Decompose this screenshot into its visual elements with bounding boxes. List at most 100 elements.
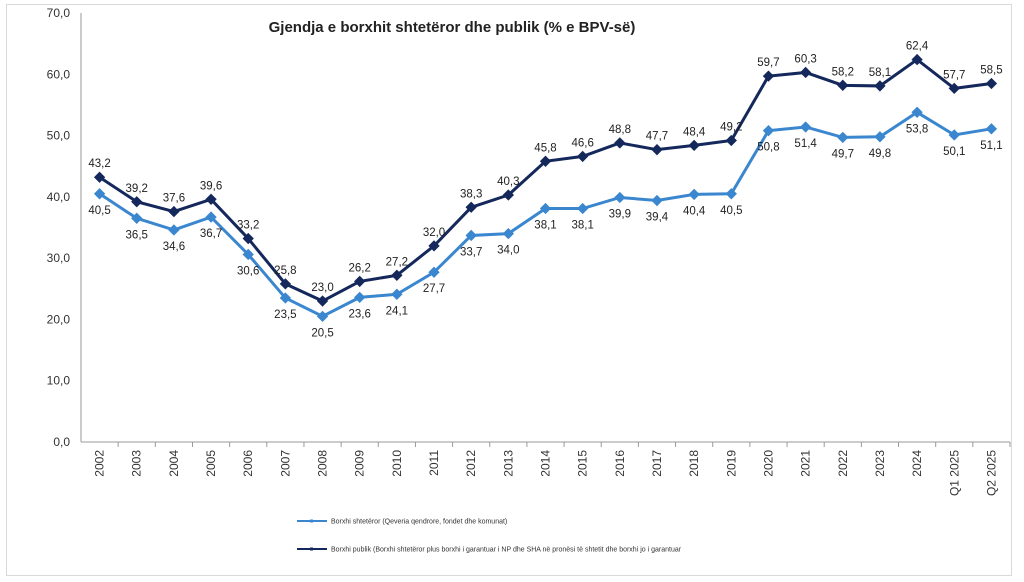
data-label: 39,6 <box>200 180 222 192</box>
data-label: 23,5 <box>274 309 296 321</box>
data-point <box>577 202 589 215</box>
data-label: 25,8 <box>274 265 296 277</box>
data-label: 34,0 <box>497 245 519 257</box>
data-point <box>651 144 663 156</box>
x-tick-label: 2016 <box>613 450 627 477</box>
data-label: 38,3 <box>460 188 482 200</box>
data-label: 40,5 <box>720 205 742 217</box>
data-point <box>242 232 254 245</box>
data-label: 45,8 <box>534 142 556 154</box>
data-point <box>837 131 849 144</box>
data-point <box>874 131 886 143</box>
data-point <box>985 123 998 135</box>
data-label: 46,6 <box>571 137 593 149</box>
data-point <box>465 201 477 213</box>
data-point <box>168 224 180 236</box>
data-point <box>762 125 775 137</box>
data-label: 24,1 <box>386 305 408 317</box>
data-point <box>316 310 329 323</box>
data-label: 32,0 <box>423 227 445 239</box>
data-point <box>391 288 403 300</box>
y-tick-label: 10,0 <box>47 374 71 388</box>
data-label: 50,8 <box>757 142 779 154</box>
y-tick-label: 60,0 <box>47 67 71 81</box>
data-label: 23,0 <box>311 282 333 294</box>
legend-marker <box>310 547 313 551</box>
data-point <box>279 292 292 304</box>
y-tick-label: 70,0 <box>47 6 71 20</box>
data-point <box>391 269 403 281</box>
data-point <box>539 202 552 215</box>
data-point <box>539 155 552 167</box>
x-tick-label: 2007 <box>278 450 292 477</box>
data-label: 60,3 <box>794 53 816 65</box>
data-point <box>131 196 143 208</box>
data-label: 20,5 <box>311 327 333 339</box>
data-point <box>577 150 589 163</box>
data-label: 39,4 <box>646 212 669 224</box>
data-point <box>614 191 626 204</box>
data-label: 36,5 <box>126 229 148 241</box>
data-label: 30,6 <box>237 265 259 277</box>
x-tick-label: 2005 <box>204 450 218 477</box>
data-label: 49,8 <box>869 148 891 160</box>
data-point <box>168 205 180 218</box>
x-tick-label: 2013 <box>501 450 515 477</box>
x-tick-label: 2023 <box>873 450 887 477</box>
data-point <box>205 193 217 205</box>
data-label: 43,2 <box>88 158 110 170</box>
x-tick-label: 2010 <box>390 450 404 477</box>
x-tick-label: 2019 <box>724 450 738 477</box>
data-point <box>725 134 737 147</box>
data-label: 49,2 <box>720 121 742 133</box>
data-label: 38,1 <box>571 220 593 232</box>
data-label: 49,7 <box>832 148 854 160</box>
data-label: 39,9 <box>609 208 631 220</box>
data-label: 62,4 <box>906 41 929 53</box>
x-tick-label: 2012 <box>464 450 478 477</box>
data-label: 58,2 <box>832 66 854 78</box>
data-label: 37,6 <box>163 193 185 205</box>
x-tick-label: Q2 2025 <box>984 450 998 496</box>
data-label: 40,3 <box>497 176 519 188</box>
x-tick-label: 2003 <box>130 450 144 477</box>
x-tick-label: 2009 <box>353 450 367 477</box>
x-tick-label: 2011 <box>427 450 441 476</box>
y-tick-label: 40,0 <box>47 190 71 204</box>
data-point <box>651 194 663 207</box>
data-point <box>688 139 700 152</box>
data-point <box>799 66 812 79</box>
data-label: 27,7 <box>423 283 445 295</box>
data-point <box>428 266 440 278</box>
data-point <box>948 129 960 141</box>
y-tick-label: 0,0 <box>53 435 70 449</box>
data-point <box>985 77 998 90</box>
data-label: 39,2 <box>126 183 148 195</box>
x-tick-label: 2014 <box>539 450 553 477</box>
x-tick-label: 2020 <box>761 450 775 477</box>
data-label: 58,1 <box>869 67 891 79</box>
data-point <box>131 212 143 224</box>
data-label: 50,1 <box>943 146 965 158</box>
data-label: 51,1 <box>980 140 1002 152</box>
x-tick-label: 2002 <box>93 450 107 477</box>
y-tick-label: 30,0 <box>47 251 71 265</box>
x-tick-label: 2008 <box>316 450 330 477</box>
data-label: 34,6 <box>163 241 185 253</box>
data-point <box>354 275 366 288</box>
data-label: 40,4 <box>683 205 706 217</box>
data-label: 48,8 <box>609 124 631 136</box>
x-tick-label: 2006 <box>241 450 255 477</box>
data-label: 48,4 <box>683 126 706 138</box>
x-tick-label: 2017 <box>650 450 664 477</box>
x-tick-label: 2024 <box>910 450 924 477</box>
data-point <box>614 137 626 149</box>
data-point <box>837 79 849 91</box>
legend-entry: Borxhi shtetëror (Qeveria qendrore, fond… <box>331 519 507 526</box>
data-point <box>688 188 700 201</box>
data-label: 40,5 <box>88 205 110 217</box>
y-tick-label: 20,0 <box>47 312 71 326</box>
data-point <box>354 291 366 304</box>
data-point <box>465 229 477 242</box>
